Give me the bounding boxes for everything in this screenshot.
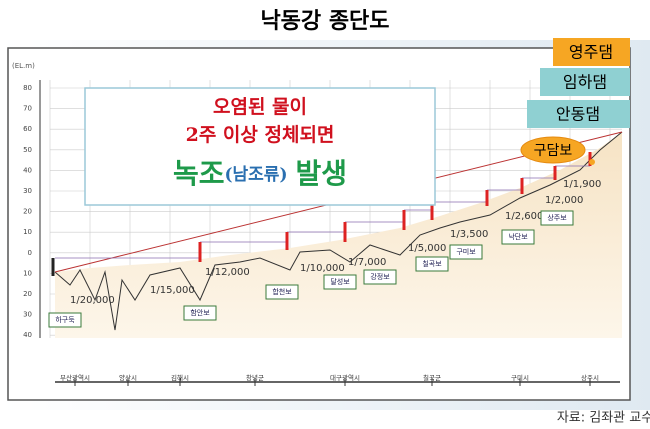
gradient-label: 1/12,000 bbox=[205, 267, 250, 278]
y-tick-label: 20 bbox=[23, 208, 32, 216]
y-tick-label: 10 bbox=[23, 228, 32, 236]
weir-box bbox=[501, 229, 535, 245]
weir-box bbox=[540, 210, 574, 226]
gradient-label: 1/2,600 bbox=[505, 211, 543, 222]
location-label: 창녕군 bbox=[246, 374, 264, 382]
weir-box bbox=[449, 244, 483, 260]
weir-box bbox=[363, 269, 397, 285]
y-tick-label: 50 bbox=[23, 146, 32, 154]
cloud-dot bbox=[589, 159, 595, 165]
gradient-label: 1/2,000 bbox=[545, 195, 583, 206]
gradient-label: 1/5,000 bbox=[408, 243, 446, 254]
weir-label: 함안보 bbox=[190, 308, 210, 317]
y-tick-label: 30 bbox=[23, 187, 32, 195]
weir-label: 강정보 bbox=[370, 272, 390, 281]
location-label: 상주시 bbox=[581, 373, 599, 382]
location-label: 양산시 bbox=[119, 373, 137, 382]
weir-box bbox=[48, 312, 82, 328]
weir-label: 낙단보 bbox=[508, 232, 528, 241]
gradient-label: 1/7,000 bbox=[348, 257, 386, 268]
y-tick-label: 30 bbox=[23, 311, 32, 319]
y-tick-label: 70 bbox=[23, 105, 32, 113]
weir-box bbox=[265, 284, 299, 300]
weir-cloud bbox=[520, 136, 586, 164]
weir-box bbox=[415, 256, 449, 272]
pools bbox=[55, 165, 590, 259]
riverbed-line bbox=[54, 131, 623, 331]
axis-unit: (EL.m) bbox=[12, 62, 35, 70]
dam-box bbox=[527, 100, 630, 128]
weir-highlight: 구담보 bbox=[534, 143, 573, 159]
callout-line2: 2주 이상 정체되면 bbox=[186, 124, 335, 146]
location-label: 대구광역시 bbox=[330, 373, 360, 382]
weir-label: 상주보 bbox=[547, 213, 567, 222]
source: 자료: 김좌관 교수 bbox=[557, 411, 650, 426]
callout-line3: 녹조(남조류) 발생 bbox=[173, 157, 347, 190]
weir-label: 칠곡보 bbox=[422, 259, 442, 268]
location-label: 김해시 bbox=[171, 373, 189, 382]
y-tick-label: 40 bbox=[23, 331, 32, 339]
y-tick-label: 40 bbox=[23, 166, 32, 174]
weir-label: 달성보 bbox=[330, 277, 350, 286]
callout-line1: 오염된 물이 bbox=[213, 96, 307, 118]
weir-label: 구미보 bbox=[456, 247, 476, 256]
weir-label: 하구둑 bbox=[55, 315, 75, 324]
dam-box bbox=[540, 68, 630, 96]
weir-label: 합천보 bbox=[272, 287, 292, 296]
y-ticks: 80 70 60 50 40 30 20 10 0 10 20 30 40 bbox=[23, 80, 41, 339]
gradient-label: 1/10,000 bbox=[300, 263, 345, 274]
weirs-bars bbox=[51, 152, 592, 276]
y-tick-label: 80 bbox=[23, 84, 32, 92]
gradient-label: 1/20,000 bbox=[70, 295, 115, 306]
y-tick-label: 10 bbox=[23, 269, 32, 277]
dam-label: 안동댐 bbox=[556, 105, 600, 124]
gradient-label: 1/1,900 bbox=[563, 179, 601, 190]
dam-box bbox=[553, 38, 630, 66]
weir-box bbox=[183, 305, 217, 321]
weir-box bbox=[323, 274, 357, 290]
location-label: 구미시 bbox=[511, 373, 529, 382]
dam-label: 임하댐 bbox=[563, 73, 607, 92]
riverbed-area bbox=[55, 132, 622, 338]
y-tick-label: 20 bbox=[23, 290, 32, 298]
location-label: 칠곡군 bbox=[423, 373, 441, 382]
gradient-label: 1/3,500 bbox=[450, 229, 488, 240]
y-tick-label: 60 bbox=[23, 125, 32, 133]
y-tick-label: 0 bbox=[28, 249, 32, 257]
dam-label: 영주댐 bbox=[569, 43, 613, 62]
gradient-label: 1/15,000 bbox=[150, 285, 195, 296]
location-label: 부산광역시 bbox=[60, 373, 90, 382]
title: 낙동강 종단도 bbox=[260, 9, 389, 34]
callout-box bbox=[84, 87, 436, 206]
